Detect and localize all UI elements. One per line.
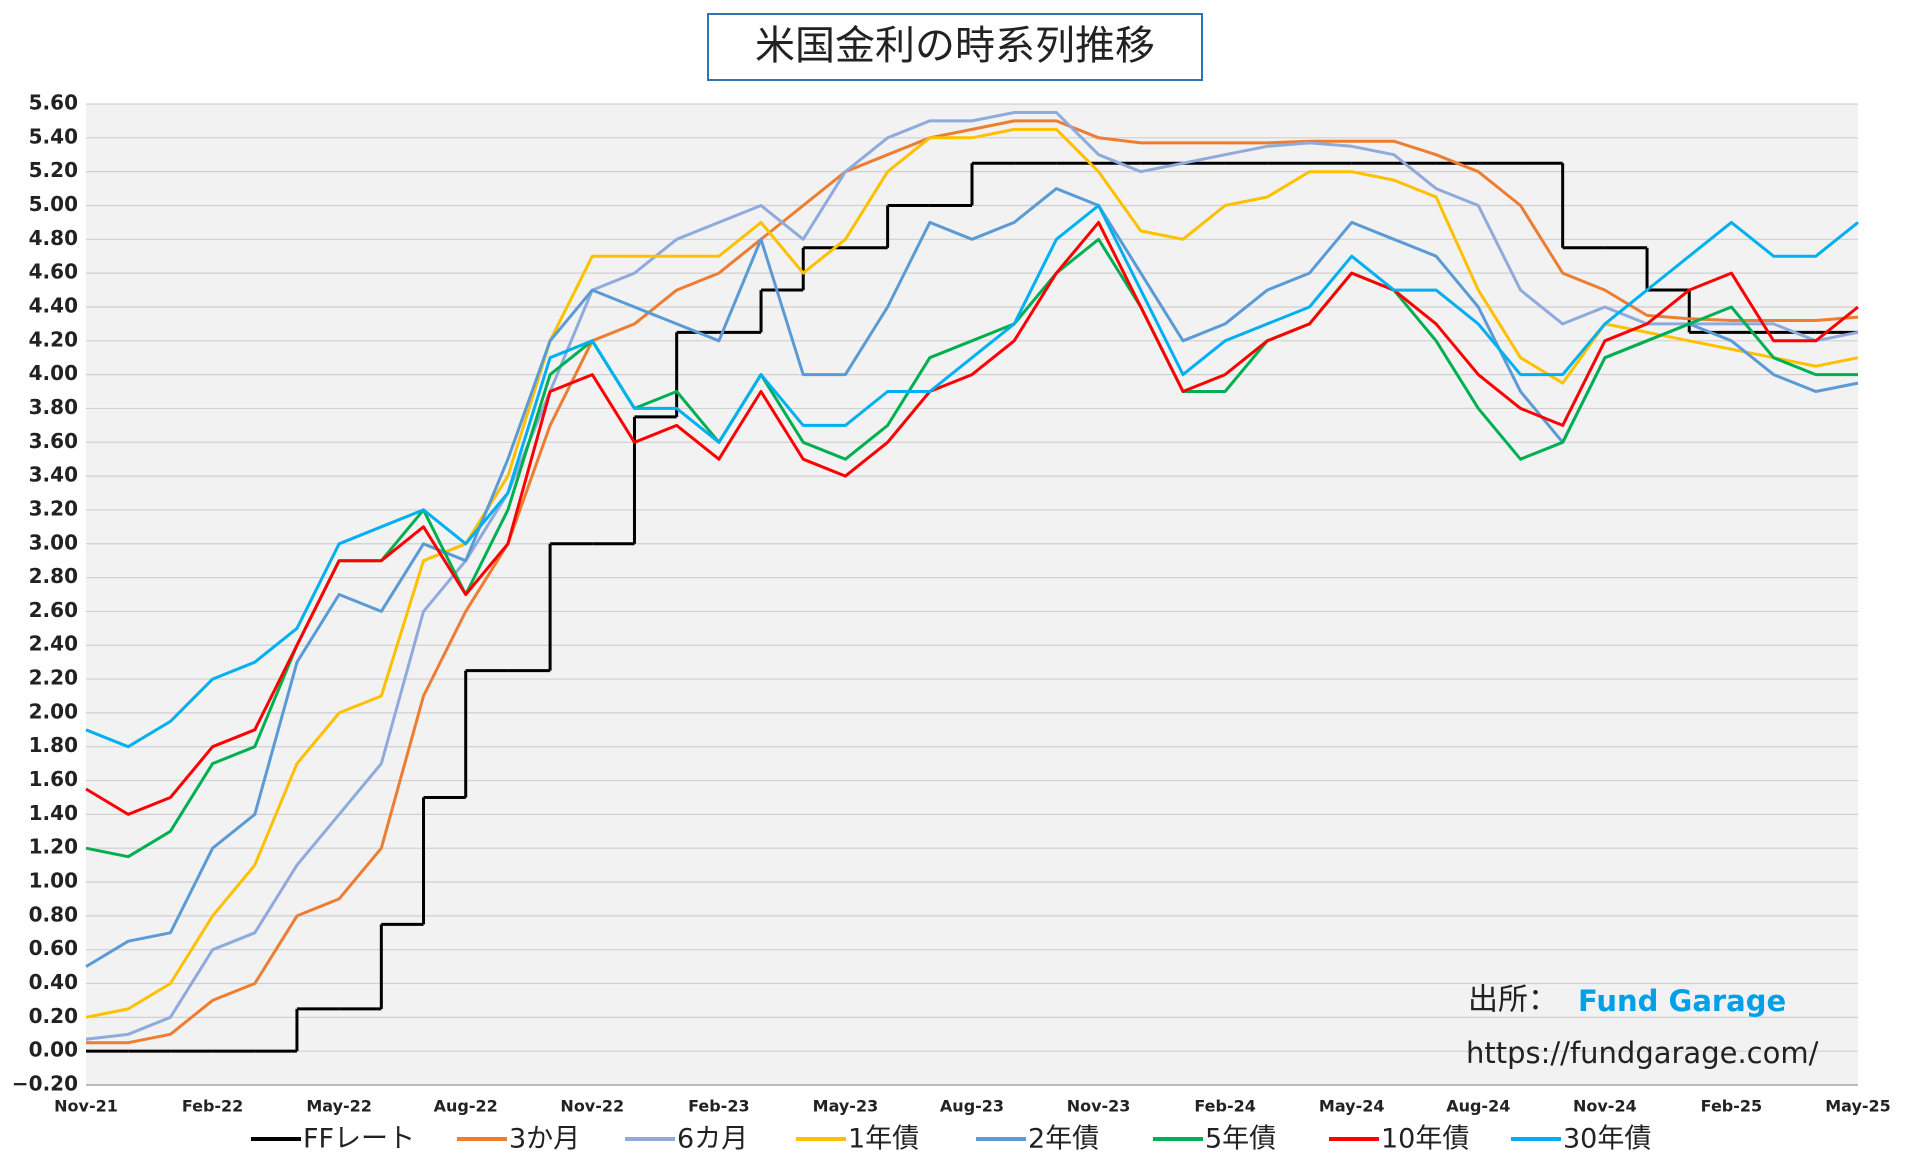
x-tick-label: Feb-25 <box>1701 1097 1763 1116</box>
legend-label: 5年債 <box>1205 1124 1276 1155</box>
x-tick-label: Nov-21 <box>54 1097 118 1116</box>
x-tick-label: Aug-24 <box>1446 1097 1510 1116</box>
legend-label: 30年債 <box>1563 1124 1651 1155</box>
legend-label: 6カ月 <box>677 1124 748 1155</box>
y-tick-label: 2.60 <box>29 598 78 622</box>
y-tick-label: 1.80 <box>29 733 78 757</box>
y-tick-label: 5.20 <box>29 158 78 182</box>
y-tick-label: 1.20 <box>29 835 78 859</box>
y-tick-label: 4.40 <box>29 293 78 317</box>
x-tick-label: Nov-23 <box>1067 1097 1131 1116</box>
y-tick-label: 3.40 <box>29 463 78 487</box>
series-line <box>85 204 1859 749</box>
source-name: Fund Garage <box>1578 984 1786 1018</box>
series-line <box>85 220 1859 816</box>
source-url: https://fundgarage.com/ <box>1466 1036 1819 1070</box>
legend-label: 1年債 <box>848 1124 919 1155</box>
legend-label: 3か月 <box>509 1124 580 1155</box>
y-tick-label: 0.40 <box>29 970 78 994</box>
x-tick-label: Aug-22 <box>434 1097 498 1116</box>
y-tick-label: 0.00 <box>29 1038 78 1062</box>
legend-label: 10年債 <box>1381 1124 1469 1155</box>
title-box <box>707 13 1203 81</box>
y-tick-label: 3.00 <box>29 530 78 554</box>
series-line <box>85 111 1859 1041</box>
legend-label: 2年債 <box>1028 1124 1099 1155</box>
y-tick-label: 5.00 <box>29 192 78 216</box>
source-label: 出所： <box>1468 983 1558 1018</box>
y-tick-label: 2.80 <box>29 564 78 588</box>
y-tick-label: 3.60 <box>29 429 78 453</box>
y-tick-label: 4.00 <box>29 361 78 385</box>
x-tick-label: Feb-23 <box>688 1097 750 1116</box>
y-tick-label: 3.20 <box>29 496 78 520</box>
x-tick-label: May-23 <box>813 1097 879 1116</box>
x-tick-label: Feb-24 <box>1194 1097 1256 1116</box>
x-tick-label: Aug-23 <box>940 1097 1004 1116</box>
y-tick-label: 4.20 <box>29 327 78 351</box>
legend-label: FFレート <box>303 1124 415 1155</box>
y-tick-label: 4.80 <box>29 226 78 250</box>
y-tick-label: 0.80 <box>29 902 78 926</box>
y-tick-label: 5.60 <box>29 91 78 115</box>
y-tick-label: 1.00 <box>29 869 78 893</box>
y-tick-label: 5.40 <box>29 124 78 148</box>
y-tick-label: 1.40 <box>29 801 78 825</box>
y-tick-label: −0.20 <box>12 1072 78 1096</box>
x-tick-label: May-22 <box>306 1097 372 1116</box>
y-tick-label: 1.60 <box>29 767 78 791</box>
y-tick-label: 0.20 <box>29 1004 78 1028</box>
x-tick-label: May-24 <box>1319 1097 1385 1116</box>
y-tick-label: 0.60 <box>29 936 78 960</box>
y-tick-label: 2.20 <box>29 666 78 690</box>
y-tick-label: 2.40 <box>29 632 78 656</box>
plot-area <box>86 104 1858 1085</box>
series-line <box>86 119 1859 1045</box>
y-tick-label: 3.80 <box>29 395 78 419</box>
y-tick-label: 2.00 <box>29 699 78 723</box>
x-tick-label: Nov-22 <box>560 1097 624 1116</box>
y-tick-label: 4.60 <box>29 260 78 284</box>
series-line <box>85 127 1859 1019</box>
x-tick-label: Nov-24 <box>1573 1097 1637 1116</box>
x-tick-label: Feb-22 <box>182 1097 244 1116</box>
x-tick-label: May-25 <box>1825 1097 1891 1116</box>
chart-title: 米国金利の時系列推移 <box>755 23 1155 69</box>
